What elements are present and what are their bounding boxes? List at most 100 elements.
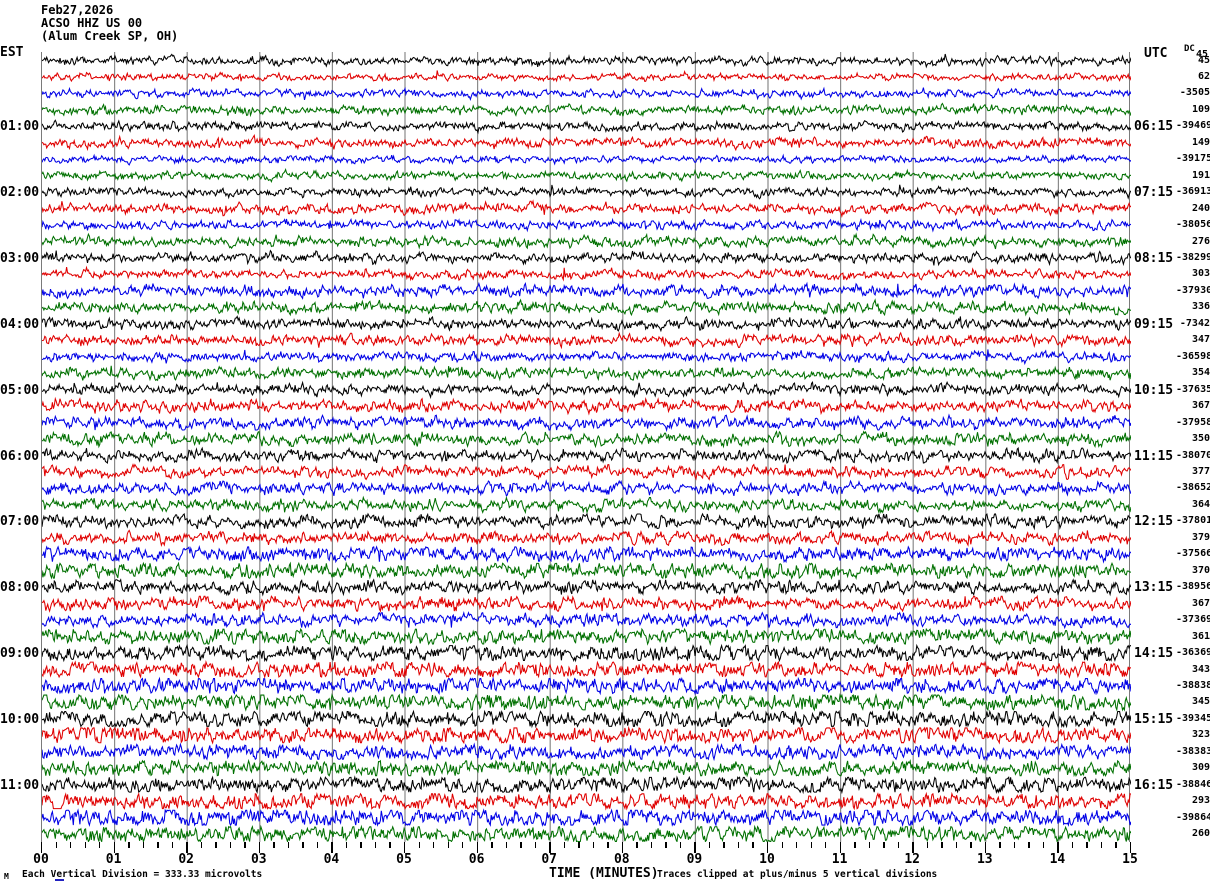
x-minor-tick: [244, 842, 246, 848]
dc-offset-value: 350: [1191, 433, 1210, 445]
dc-offset-value: -37958: [1176, 416, 1210, 428]
dc-offset-value: 260: [1191, 828, 1210, 840]
x-minor-tick: [200, 842, 203, 848]
utc-hour-label: 08:15: [1134, 251, 1174, 267]
dc-offset-value: 367: [1191, 597, 1210, 609]
x-minor-tick: [316, 842, 319, 848]
x-axis-ruler: [41, 842, 1132, 853]
est-hour-label: 06:00: [0, 448, 40, 464]
dc-offset-value: 343: [1191, 663, 1210, 675]
dc-offset-value: 367: [1191, 400, 1210, 412]
dc-offset-value: -39469: [1176, 120, 1210, 132]
utc-hour-label: 16:15: [1134, 777, 1174, 793]
x-minor-tick: [1042, 842, 1045, 848]
x-minor-tick: [505, 842, 508, 848]
est-hour-label: 09:00: [0, 646, 40, 662]
clipping-note: Traces clipped at plus/minus 5 vertical …: [657, 869, 938, 880]
x-tick-label: 08: [613, 852, 630, 867]
seismic-trace: [42, 676, 1131, 696]
seismic-trace: [42, 594, 1131, 613]
x-minor-tick: [1071, 842, 1074, 848]
seismic-trace: [42, 184, 1131, 200]
x-tick-label: 02: [178, 852, 195, 867]
seismic-trace: [42, 725, 1131, 745]
est-hour-label: 05:00: [0, 382, 40, 398]
x-major-tick: [404, 842, 406, 853]
x-minor-tick: [520, 842, 522, 848]
x-minor-tick: [868, 842, 871, 848]
dc-offset-value: 62: [1197, 70, 1210, 82]
x-minor-tick: [563, 842, 566, 848]
x-tick-label: 03: [250, 852, 267, 867]
dc-offset-value: 323: [1191, 729, 1210, 741]
x-tick-label: 09: [686, 852, 703, 867]
dc-offset-value: 377: [1191, 466, 1210, 477]
vertical-underline-mark: [55, 879, 64, 881]
dc-offset-value: -36913: [1176, 186, 1210, 198]
x-minor-tick: [737, 842, 740, 848]
dc-offset-value: 361: [1191, 630, 1210, 642]
seismic-trace: [42, 134, 1131, 152]
x-minor-tick: [578, 842, 580, 848]
dc-offset-value: -38956: [1176, 581, 1210, 593]
x-tick-label: 00: [33, 852, 49, 867]
x-tick-label: 15: [1122, 852, 1138, 867]
seismic-trace: [42, 365, 1131, 382]
seismic-trace: [42, 396, 1131, 416]
x-tick-label: 13: [976, 852, 993, 867]
x-tick-label: 10: [759, 852, 775, 867]
x-major-tick: [41, 842, 43, 853]
seismic-trace: [42, 232, 1131, 250]
x-major-tick: [694, 842, 696, 853]
utc-hour-label: 13:15: [1134, 580, 1174, 596]
dc-offset-value: 345: [1191, 696, 1210, 708]
x-tick-label: 05: [396, 852, 412, 867]
utc-hour-label: 06:15: [1134, 119, 1174, 135]
trace-canvas: [42, 52, 1131, 842]
seismic-trace: [42, 446, 1131, 465]
est-hour-label: 03:00: [0, 251, 40, 267]
x-minor-tick: [70, 842, 72, 848]
x-minor-tick: [128, 842, 130, 848]
dc-offset-value: -38070: [1176, 449, 1210, 461]
x-minor-tick: [781, 842, 783, 848]
seismic-trace: [42, 479, 1131, 497]
x-minor-tick: [99, 842, 101, 848]
est-hour-label: 11:00: [0, 777, 40, 793]
dc-offset-value: -37369: [1176, 614, 1210, 626]
seismic-trace: [42, 561, 1131, 581]
x-minor-tick: [142, 842, 145, 848]
dc-offset-value: 379: [1191, 531, 1210, 543]
x-major-tick: [1057, 842, 1059, 853]
x-minor-tick: [999, 842, 1001, 848]
x-minor-tick: [810, 842, 812, 848]
dc-offset-value: 276: [1191, 235, 1210, 247]
seismic-trace: [42, 53, 1131, 69]
x-minor-tick: [796, 842, 798, 848]
x-minor-tick: [55, 842, 57, 848]
x-minor-tick: [287, 842, 290, 848]
dc-offset-value: -38652: [1176, 482, 1210, 494]
est-hour-label: 01:00: [0, 119, 40, 135]
utc-hour-label: 10:15: [1134, 382, 1174, 398]
x-major-tick: [912, 842, 914, 853]
est-hour-label: 04:00: [0, 316, 40, 332]
seismic-trace: [42, 380, 1131, 400]
dc-offset-value: 45: [1197, 54, 1210, 66]
x-tick-label: 07: [541, 852, 558, 867]
x-minor-tick: [665, 842, 667, 848]
dc-offset-value: -39175: [1176, 153, 1210, 165]
seismic-trace: [42, 758, 1131, 778]
seismic-trace: [42, 102, 1131, 118]
x-major-tick: [767, 842, 769, 853]
seismic-trace: [42, 578, 1131, 597]
x-tick-label: 04: [323, 852, 340, 867]
utc-hour-label: 12:15: [1134, 514, 1174, 530]
x-minor-tick: [447, 842, 449, 848]
dc-offset-value: -39864: [1176, 811, 1210, 823]
seismic-trace: [42, 545, 1131, 564]
x-minor-tick: [229, 842, 232, 848]
x-minor-tick: [1100, 842, 1103, 848]
x-minor-tick: [854, 842, 856, 848]
seismic-trace: [42, 249, 1131, 267]
